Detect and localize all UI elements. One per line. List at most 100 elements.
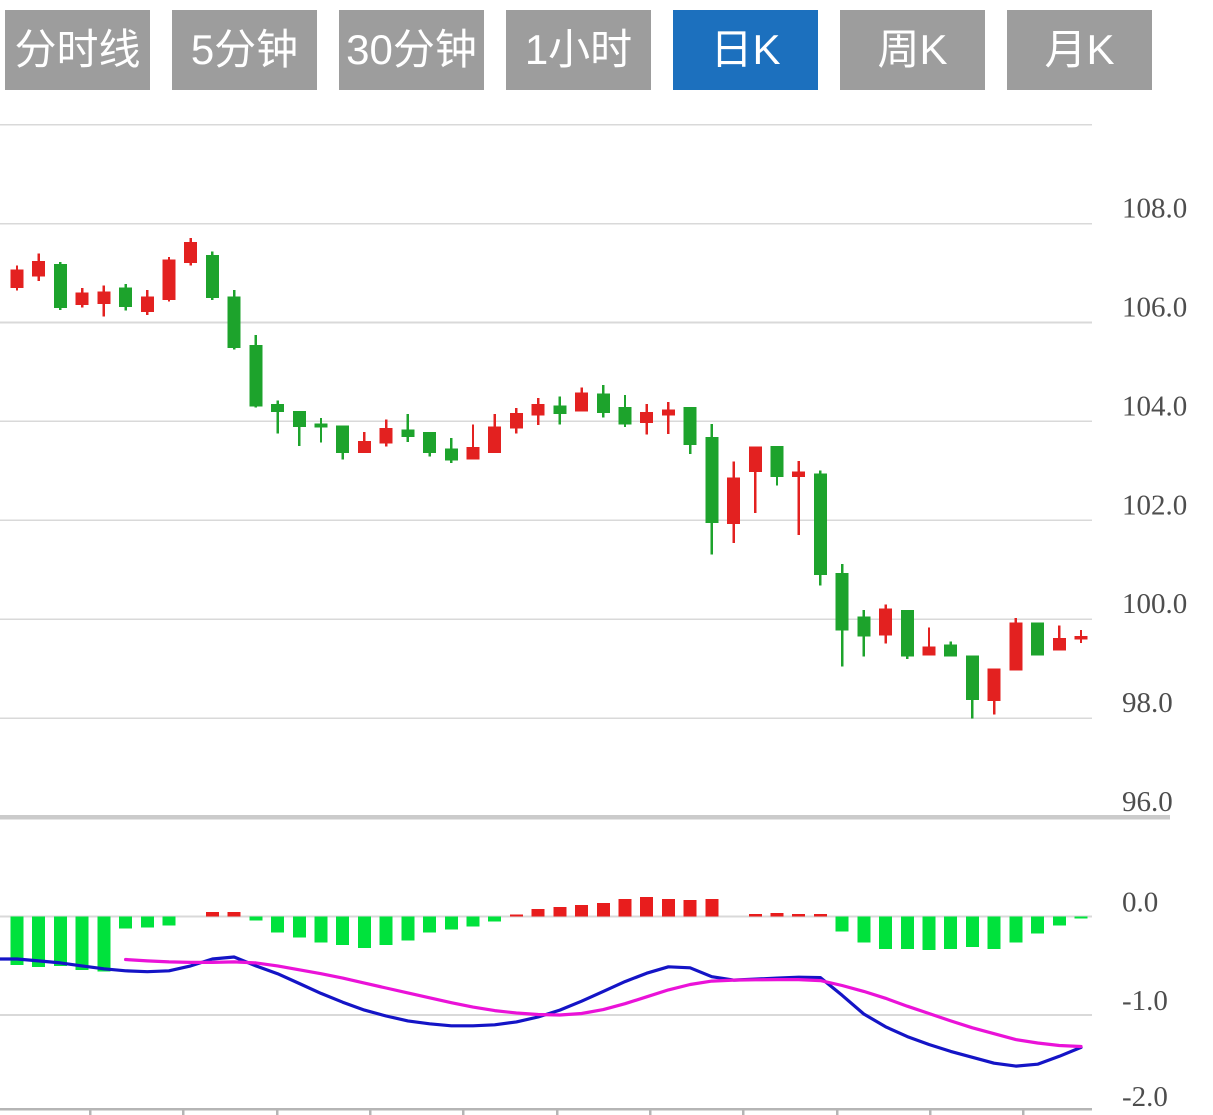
candle-wick <box>927 627 931 656</box>
macd-histogram-bar <box>770 912 784 917</box>
macd-axis-label: 0.0 <box>1122 887 1158 919</box>
candle-body <box>596 393 610 413</box>
candle-body <box>184 241 198 264</box>
candle-body <box>336 425 350 454</box>
candle-body <box>249 344 263 407</box>
candle-wick <box>406 413 410 443</box>
macd-histogram-bar <box>683 899 697 917</box>
macd-histogram-bar <box>53 916 67 966</box>
candle-body <box>770 446 784 477</box>
tab-weekly-k[interactable]: 周K <box>840 10 985 90</box>
macd-histogram-bar <box>857 916 871 943</box>
candle-body <box>423 431 437 454</box>
macd-dif-line <box>0 955 1083 1068</box>
candle-body <box>813 473 827 576</box>
macd-histogram-bar <box>509 914 523 917</box>
price-axis-label: 104.0 <box>1122 390 1187 422</box>
macd-histogram-bar <box>205 911 219 917</box>
macd-histogram-bar <box>423 916 437 933</box>
price-axis-label: 98.0 <box>1122 687 1173 719</box>
candle-body <box>683 407 697 446</box>
candle-wick <box>471 424 475 460</box>
candle-body <box>922 646 936 656</box>
candle-wick <box>276 400 279 434</box>
candle-body <box>640 412 654 423</box>
macd-histogram-bar <box>466 916 480 927</box>
candle-wick <box>667 402 670 434</box>
candle-body <box>444 448 458 461</box>
macd-histogram-bar <box>162 916 176 926</box>
candle-wick <box>298 411 301 447</box>
candle-body <box>205 255 219 298</box>
candle-wick <box>797 460 800 536</box>
macd-histogram-bar <box>900 916 914 950</box>
candle-body <box>1052 637 1066 651</box>
macd-histogram-bar <box>336 916 350 946</box>
candle-body <box>531 404 545 416</box>
candle-body <box>466 447 480 460</box>
price-axis-label: 102.0 <box>1122 489 1187 521</box>
candle-body <box>119 287 133 308</box>
macd-histogram-bar <box>292 916 306 938</box>
macd-axis-label: -1.0 <box>1122 985 1168 1017</box>
candle-body <box>965 655 979 700</box>
candle-wick <box>1058 625 1061 651</box>
macd-histogram-bar <box>75 916 89 970</box>
candle-body <box>509 412 523 429</box>
macd-histogram-bar <box>401 916 415 941</box>
candle-body <box>162 259 176 300</box>
candle-body <box>987 668 1001 701</box>
macd-histogram-bar <box>879 916 893 950</box>
candle-body <box>379 427 393 444</box>
macd-histogram-bar <box>922 916 936 951</box>
macd-histogram-bar <box>618 899 632 917</box>
price-axis-label: 108.0 <box>1122 193 1187 225</box>
candle-body <box>10 269 24 288</box>
macd-histogram-bar <box>119 916 133 929</box>
macd-histogram-bar <box>379 916 393 946</box>
macd-histogram-bar <box>705 899 719 917</box>
tab-daily-k[interactable]: 日K <box>673 10 818 90</box>
macd-histogram-bar <box>488 916 502 922</box>
macd-histogram-bar <box>249 916 263 921</box>
macd-histogram-bar <box>661 899 675 917</box>
macd-histogram-bar <box>10 916 24 965</box>
candle-body <box>727 477 741 524</box>
macd-histogram-bar <box>640 897 654 917</box>
candle-body <box>357 441 371 454</box>
candle-body <box>879 608 893 636</box>
tab-monthly-k[interactable]: 月K <box>1007 10 1152 90</box>
timeframe-tab-bar: 分时线 5分钟 30分钟 1小时 日K 周K 月K <box>5 10 1152 90</box>
candle-body <box>748 446 762 472</box>
candle-body <box>292 411 306 427</box>
macd-histogram-bar <box>965 916 979 948</box>
tab-1-hour[interactable]: 1小时 <box>506 10 651 90</box>
macd-histogram-bar <box>32 916 46 967</box>
tab-30-minute[interactable]: 30分钟 <box>339 10 484 90</box>
price-axis-label: 100.0 <box>1122 588 1187 620</box>
macd-histogram-bar <box>1074 916 1088 919</box>
candle-body <box>1031 622 1045 656</box>
tab-time-share-line[interactable]: 分时线 <box>5 10 150 90</box>
candle-body <box>32 261 46 277</box>
macd-histogram-bar <box>835 916 849 932</box>
macd-histogram-bar <box>1031 916 1045 934</box>
candle-body <box>227 296 241 349</box>
candle-body <box>53 264 67 309</box>
macd-dea-line <box>123 957 1083 1049</box>
candle-body <box>488 426 502 454</box>
macd-histogram-bar <box>553 906 567 917</box>
candle-body <box>1074 636 1088 640</box>
candle-body <box>618 407 632 425</box>
candle-body <box>97 291 111 305</box>
candle-body <box>401 429 415 438</box>
candle-body <box>314 423 328 428</box>
macd-histogram-bar <box>140 916 154 928</box>
price-axis-label: 96.0 <box>1122 786 1173 818</box>
tab-5-minute[interactable]: 5分钟 <box>172 10 317 90</box>
macd-histogram-bar <box>314 916 328 943</box>
macd-histogram-bar <box>987 916 1001 950</box>
macd-histogram-bar <box>944 916 958 950</box>
candle-wick <box>754 446 757 513</box>
